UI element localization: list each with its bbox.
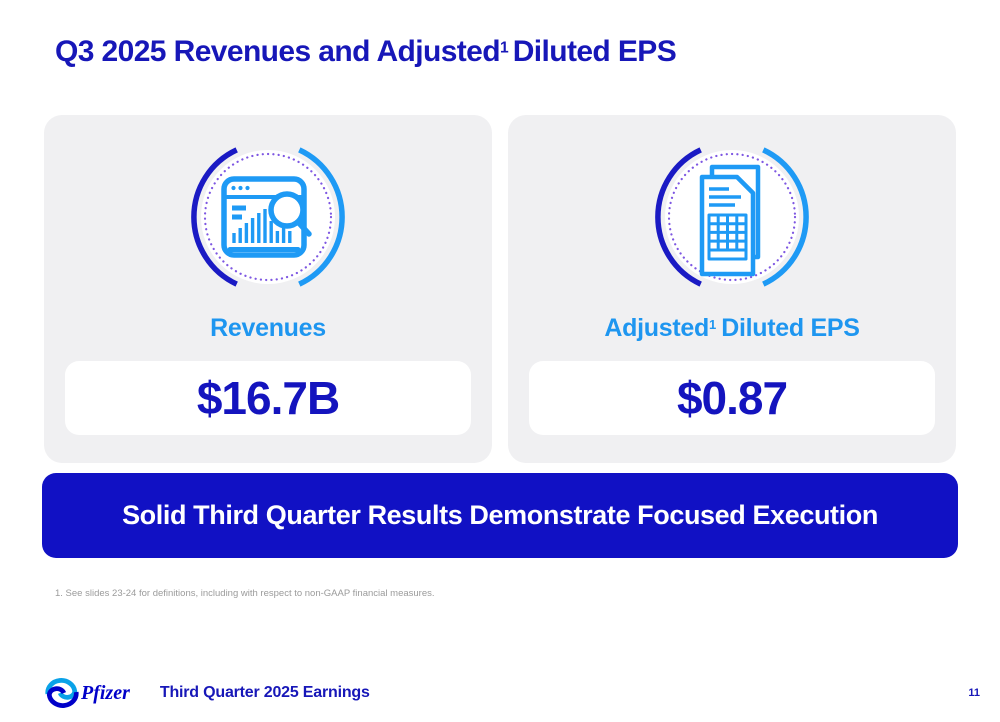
financial-document-icon	[655, 147, 809, 287]
eps-label-superscript: 1	[708, 316, 717, 332]
page-title: Q3 2025 Revenues and Adjusted1 Diluted EP…	[55, 37, 945, 67]
eps-value-box: $0.87	[529, 360, 935, 435]
eps-value: $0.87	[676, 371, 788, 424]
pfizer-swirl-icon	[45, 678, 79, 708]
metric-cards: Revenues $16.7B	[44, 115, 956, 463]
revenues-card: Revenues $16.7B	[44, 115, 492, 463]
revenues-value: $16.7B	[196, 371, 340, 424]
page-title-suffix: Diluted EPS	[512, 35, 677, 68]
slide: Q3 2025 Revenues and Adjusted1 Diluted EP…	[0, 37, 1000, 722]
revenues-value-box: $16.7B	[65, 360, 471, 435]
bar-chart-magnifier-icon	[191, 147, 345, 287]
eps-label: Adjusted1 Diluted EPS	[604, 314, 860, 343]
key-message-text: Solid Third Quarter Results Demonstrate …	[122, 500, 878, 530]
page-title-prefix: Q3 2025 Revenues and Adjusted	[55, 35, 501, 68]
eps-label-suffix: Diluted EPS	[721, 314, 860, 342]
page-number: 11	[968, 687, 980, 699]
footer: Pfizer Third Quarter 2025 Earnings 11	[45, 677, 980, 709]
eps-card: Adjusted1 Diluted EPS $0.87	[508, 115, 956, 463]
pfizer-logo: Pfizer	[45, 677, 130, 709]
eps-label-prefix: Adjusted	[604, 314, 709, 342]
footer-deck-title: Third Quarter 2025 Earnings	[159, 684, 370, 701]
footnote: 1. See slides 23-24 for definitions, inc…	[55, 588, 435, 599]
key-message-banner: Solid Third Quarter Results Demonstrate …	[42, 473, 958, 558]
revenues-label: Revenues	[210, 314, 326, 342]
page-title-superscript: 1	[500, 39, 509, 57]
